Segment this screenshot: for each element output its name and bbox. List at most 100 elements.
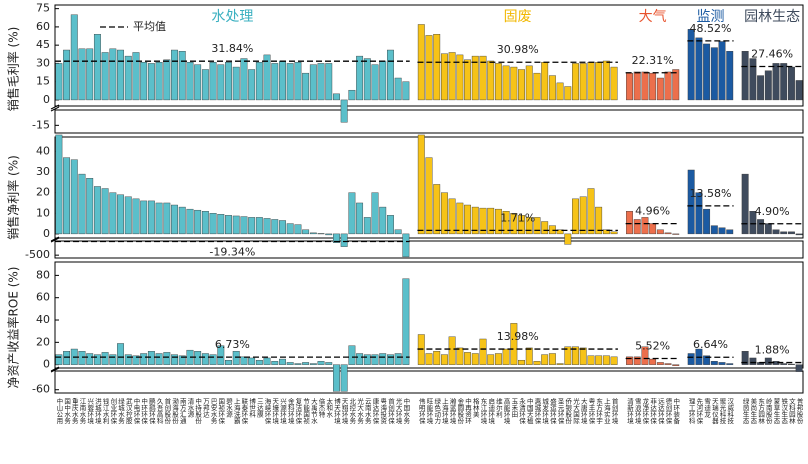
y-axis-label: 销售净利率 (%) xyxy=(6,155,21,240)
bar xyxy=(356,55,364,101)
bar xyxy=(86,353,94,365)
bar xyxy=(55,134,63,235)
bar xyxy=(772,63,780,101)
x-tick-label: 粤丰环保 xyxy=(587,397,595,426)
x-tick-label: 三达膜 xyxy=(255,398,263,419)
bar xyxy=(479,55,487,101)
bar xyxy=(117,343,124,365)
bar xyxy=(579,196,587,235)
bar xyxy=(225,215,232,235)
y-tick-label: 30 xyxy=(36,165,50,178)
bar xyxy=(687,29,695,101)
bar xyxy=(348,89,356,101)
bar xyxy=(279,220,286,235)
mean-label: 30.98% xyxy=(497,43,539,56)
bar xyxy=(510,213,518,235)
bar xyxy=(109,192,117,235)
bar xyxy=(548,75,556,101)
bar xyxy=(417,134,425,235)
bar xyxy=(448,198,456,235)
x-tick-label: 大禹节水 xyxy=(309,397,317,425)
x-tick-label: 普邦股份 xyxy=(795,397,803,426)
bar xyxy=(147,200,155,235)
x-tick-label: 汉威科技 xyxy=(726,398,734,426)
bar xyxy=(140,61,148,101)
y-tick-label: 60 xyxy=(36,291,50,304)
x-tick-label: 博世科 xyxy=(248,397,256,419)
bar xyxy=(502,211,510,235)
bar xyxy=(440,192,448,235)
bar xyxy=(510,323,518,365)
bar xyxy=(155,202,163,235)
bar xyxy=(595,61,603,101)
x-tick-label: 兴源环境 xyxy=(278,397,286,426)
x-tick-label: 文科园林 xyxy=(787,397,795,426)
bar xyxy=(340,364,348,392)
bar xyxy=(795,80,803,101)
bar xyxy=(163,59,171,101)
x-tick-label: 中国天楹 xyxy=(525,397,533,426)
x-tick-label: 启迪环境 xyxy=(487,397,495,426)
bar xyxy=(695,192,703,235)
bar xyxy=(587,61,595,101)
x-tick-label: 康达环保 xyxy=(371,397,379,426)
x-tick-label: 雪浪环境 xyxy=(633,398,641,426)
group-title: 水处理 xyxy=(211,9,253,25)
x-tick-label: 旺能环境 xyxy=(425,398,433,426)
bar xyxy=(263,54,271,101)
bar xyxy=(387,49,394,101)
bar xyxy=(101,52,109,101)
bar xyxy=(271,219,279,235)
x-tick-label: 远达环保 xyxy=(656,398,664,426)
bar xyxy=(595,206,603,235)
bar xyxy=(263,218,271,235)
x-tick-label: 海峡环保 xyxy=(263,397,271,426)
bar xyxy=(147,63,155,101)
bar xyxy=(780,363,788,365)
bar xyxy=(117,49,124,101)
bar xyxy=(533,217,541,235)
axis-break xyxy=(50,366,60,372)
y-tick-label: 45 xyxy=(36,38,50,51)
bar xyxy=(240,356,248,365)
bar xyxy=(124,196,132,235)
bar xyxy=(294,61,302,101)
bar xyxy=(325,362,333,365)
bar xyxy=(209,354,217,365)
bar xyxy=(286,63,294,101)
x-tick-label: 复洁环保 xyxy=(294,397,302,426)
mean-label: 6.73% xyxy=(215,338,250,351)
y-tick-label: -60 xyxy=(32,383,50,396)
bar xyxy=(787,363,795,365)
bar xyxy=(518,215,525,235)
bar xyxy=(325,233,333,236)
bar xyxy=(425,353,433,365)
bar xyxy=(201,69,209,101)
bar xyxy=(117,194,124,235)
bar xyxy=(610,356,618,365)
bar xyxy=(510,66,518,101)
bar xyxy=(703,208,711,235)
bar xyxy=(780,231,788,235)
x-tick-label: 格林美 xyxy=(471,397,479,419)
bar xyxy=(579,63,587,101)
plot-frame-lower xyxy=(54,109,804,134)
x-tick-label: 渤海股份 xyxy=(171,397,179,426)
bar xyxy=(279,60,286,101)
x-tick-label: 南方汇通 xyxy=(178,397,186,426)
bar xyxy=(294,363,302,365)
mean-label: 48.52% xyxy=(689,22,731,35)
bar xyxy=(186,208,194,235)
bar xyxy=(502,65,510,101)
y-tick-label: 15 xyxy=(36,75,50,88)
bar xyxy=(217,214,225,235)
x-tick-label: 首创股份 xyxy=(163,397,171,426)
y-axis-label: 净资产收益率ROE (%) xyxy=(6,267,21,389)
bar xyxy=(225,61,232,101)
x-tick-label: 粤海投资 xyxy=(379,397,387,426)
bar xyxy=(556,363,564,365)
bar xyxy=(626,72,633,101)
x-tick-label: 清新环境 xyxy=(625,397,633,426)
bar xyxy=(726,229,734,235)
bar xyxy=(479,338,487,365)
